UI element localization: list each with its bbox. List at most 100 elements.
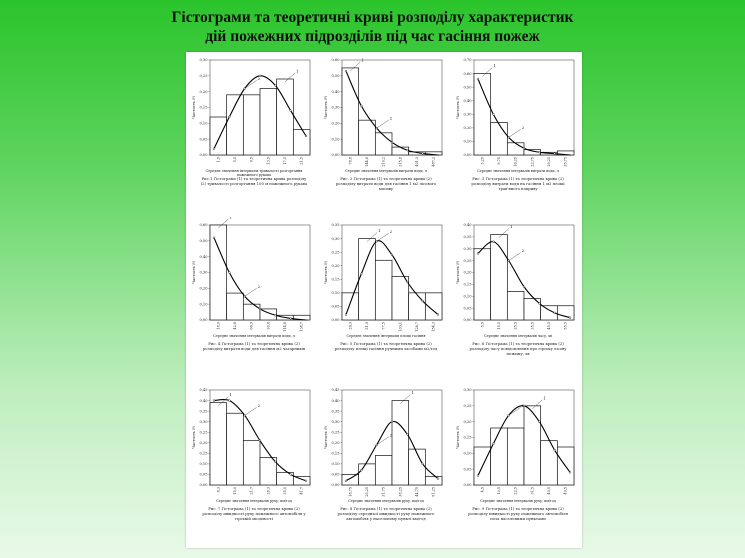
- y-tick-label: 0,10: [199, 302, 208, 306]
- histogram-bar: [490, 234, 508, 321]
- label-2: 2: [522, 403, 525, 408]
- x-tick-label: 21,5: [300, 157, 304, 165]
- figure-caption: Рис. 4 Гістограма (1) та теоретична крив…: [202, 341, 306, 351]
- histogram-bar: [473, 73, 492, 156]
- y-tick-label: 0,30: [199, 271, 208, 275]
- y-tick-label: 0,20: [199, 441, 208, 445]
- y-axis-label: Частость Pi: [323, 260, 328, 284]
- curve-point: [553, 152, 556, 155]
- y-tick-label: 0,00: [199, 318, 208, 322]
- histogram-bar: [341, 67, 360, 156]
- y-tick-label: 0,50: [463, 85, 472, 89]
- histogram-panel-1: 0,30 0,25 0,20 0,15 0,10 0,05 0,00 Частость Pi 1…: [186, 52, 318, 217]
- slide-title-line2: дій пожежних підрозділів під час гасіння…: [205, 28, 540, 45]
- x-tick-label: 31,75: [382, 487, 386, 497]
- y-tick-label: 0,00: [331, 483, 340, 487]
- y-axis-label: Частость Pi: [191, 260, 196, 284]
- x-tick-label: 15,0: [233, 487, 237, 495]
- y-tick-label: 0,30: [463, 112, 472, 116]
- y-tick-label: 0,10: [463, 452, 472, 456]
- label-2: 2: [390, 432, 393, 437]
- x-tick-label: 1,5: [216, 157, 220, 162]
- histogram-bar: [276, 78, 294, 156]
- curve-point: [304, 318, 308, 322]
- histogram-bar: [358, 119, 376, 156]
- histogram-bar: [506, 142, 525, 156]
- y-axis-label: Частость Pi: [323, 425, 328, 449]
- label-1: 1: [543, 395, 546, 400]
- x-tick-label: 15,5: [497, 322, 501, 330]
- curve-point: [476, 77, 480, 81]
- y-tick-label: 0,25: [199, 430, 208, 434]
- histogram-bar: [242, 303, 261, 321]
- y-tick-label: 0,50: [199, 239, 208, 243]
- x-tick-label: 114,8: [283, 322, 287, 332]
- y-tick-label: 0,20: [199, 287, 208, 291]
- leader-line-2: [244, 288, 257, 297]
- curve-point: [360, 104, 363, 108]
- leader-line-2: [244, 80, 257, 89]
- slide-title: Гістограми та теоретичні криві розподілу…: [0, 8, 745, 46]
- curve-point: [476, 252, 480, 255]
- curve-point: [568, 316, 572, 319]
- leader-line-1: [498, 228, 510, 238]
- x-axis-label: Середнє значення інтервалів руху, км/год: [348, 499, 424, 503]
- curve-point: [390, 420, 394, 423]
- histogram-bar: [209, 224, 228, 321]
- x-tick-label: 51,25: [432, 487, 436, 497]
- y-tick-label: 0,00: [199, 483, 208, 487]
- leader-line-1: [218, 218, 229, 229]
- curve-point: [360, 469, 363, 472]
- x-axis-label: Середнє значення інтервалів руху, км/год: [216, 499, 292, 503]
- curve-point: [538, 420, 541, 423]
- x-axis-label: Середнє значення інтервалів площі гасінн…: [346, 334, 426, 338]
- x-tick-label: 66,9: [250, 322, 254, 330]
- x-tick-label: 25,5: [514, 322, 518, 330]
- x-tick-label: 51,9: [365, 322, 369, 330]
- curve-point: [406, 433, 409, 436]
- x-tick-label: 210,2: [382, 157, 386, 167]
- y-tick-label: 0,00: [331, 318, 340, 322]
- histogram-panel-4: 0,60 0,50 0,40 0,30 0,20 0,10 0,00 Частость Pi 1…: [186, 217, 318, 382]
- histogram-bar: [374, 259, 393, 321]
- histogram-bar: [242, 440, 261, 486]
- histogram-bar: [506, 291, 525, 321]
- y-tick-label: 0,40: [199, 399, 208, 403]
- y-tick-label: 0,15: [463, 436, 472, 440]
- label-2: 2: [390, 116, 393, 121]
- curve-point: [538, 302, 541, 305]
- leader-line-2: [376, 233, 389, 242]
- x-tick-label: 18,9: [216, 322, 220, 330]
- label-1: 1: [361, 57, 364, 62]
- histogram-bar: [259, 457, 278, 486]
- curve-point: [304, 479, 308, 482]
- x-tick-label: 154,3: [432, 322, 436, 332]
- x-tick-label: 49,5: [564, 487, 568, 495]
- histogram-chart: 0,70 0,60 0,50 0,40 0,30 0,20 0,10 0,00 Частость…: [455, 58, 575, 167]
- x-tick-label: 5,5: [233, 157, 237, 162]
- y-tick-label: 0,00: [463, 318, 472, 322]
- curve-point: [421, 462, 424, 465]
- y-tick-label: 0,15: [331, 452, 340, 456]
- y-tick-label: 0,35: [199, 409, 208, 413]
- y-tick-label: 0,50: [331, 74, 340, 78]
- leader-line-1: [400, 394, 411, 404]
- curve-point: [421, 152, 424, 155]
- x-tick-label: 77,5: [382, 322, 386, 330]
- curve-point: [344, 69, 348, 73]
- y-tick-label: 0,20: [463, 271, 472, 275]
- x-tick-label: 25,25: [365, 487, 369, 497]
- histogram-bar: [490, 427, 508, 486]
- curve-point: [436, 153, 440, 157]
- y-tick-label: 0,40: [463, 99, 472, 103]
- x-tick-label: 4,5: [480, 487, 484, 492]
- y-tick-label: 0,00: [463, 483, 472, 487]
- label-1: 1: [229, 217, 232, 220]
- histogram-chart: 0,45 0,40 0,35 0,30 0,25 0,20 0,15 0,10 0,05 0,00…: [191, 388, 311, 495]
- histogram-chart: 0,45 0,40 0,35 0,30 0,25 0,20 0,15 0,10 0,05 0,00…: [323, 388, 443, 497]
- x-tick-label: 138,7: [300, 322, 304, 332]
- curve-point: [553, 311, 556, 314]
- x-tick-label: 13,5: [497, 487, 501, 495]
- histogram-chart: 0,60 0,50 0,40 0,30 0,20 0,10 0,00 Частость Pi 1…: [191, 217, 311, 332]
- x-tick-label: 35,0: [283, 487, 287, 495]
